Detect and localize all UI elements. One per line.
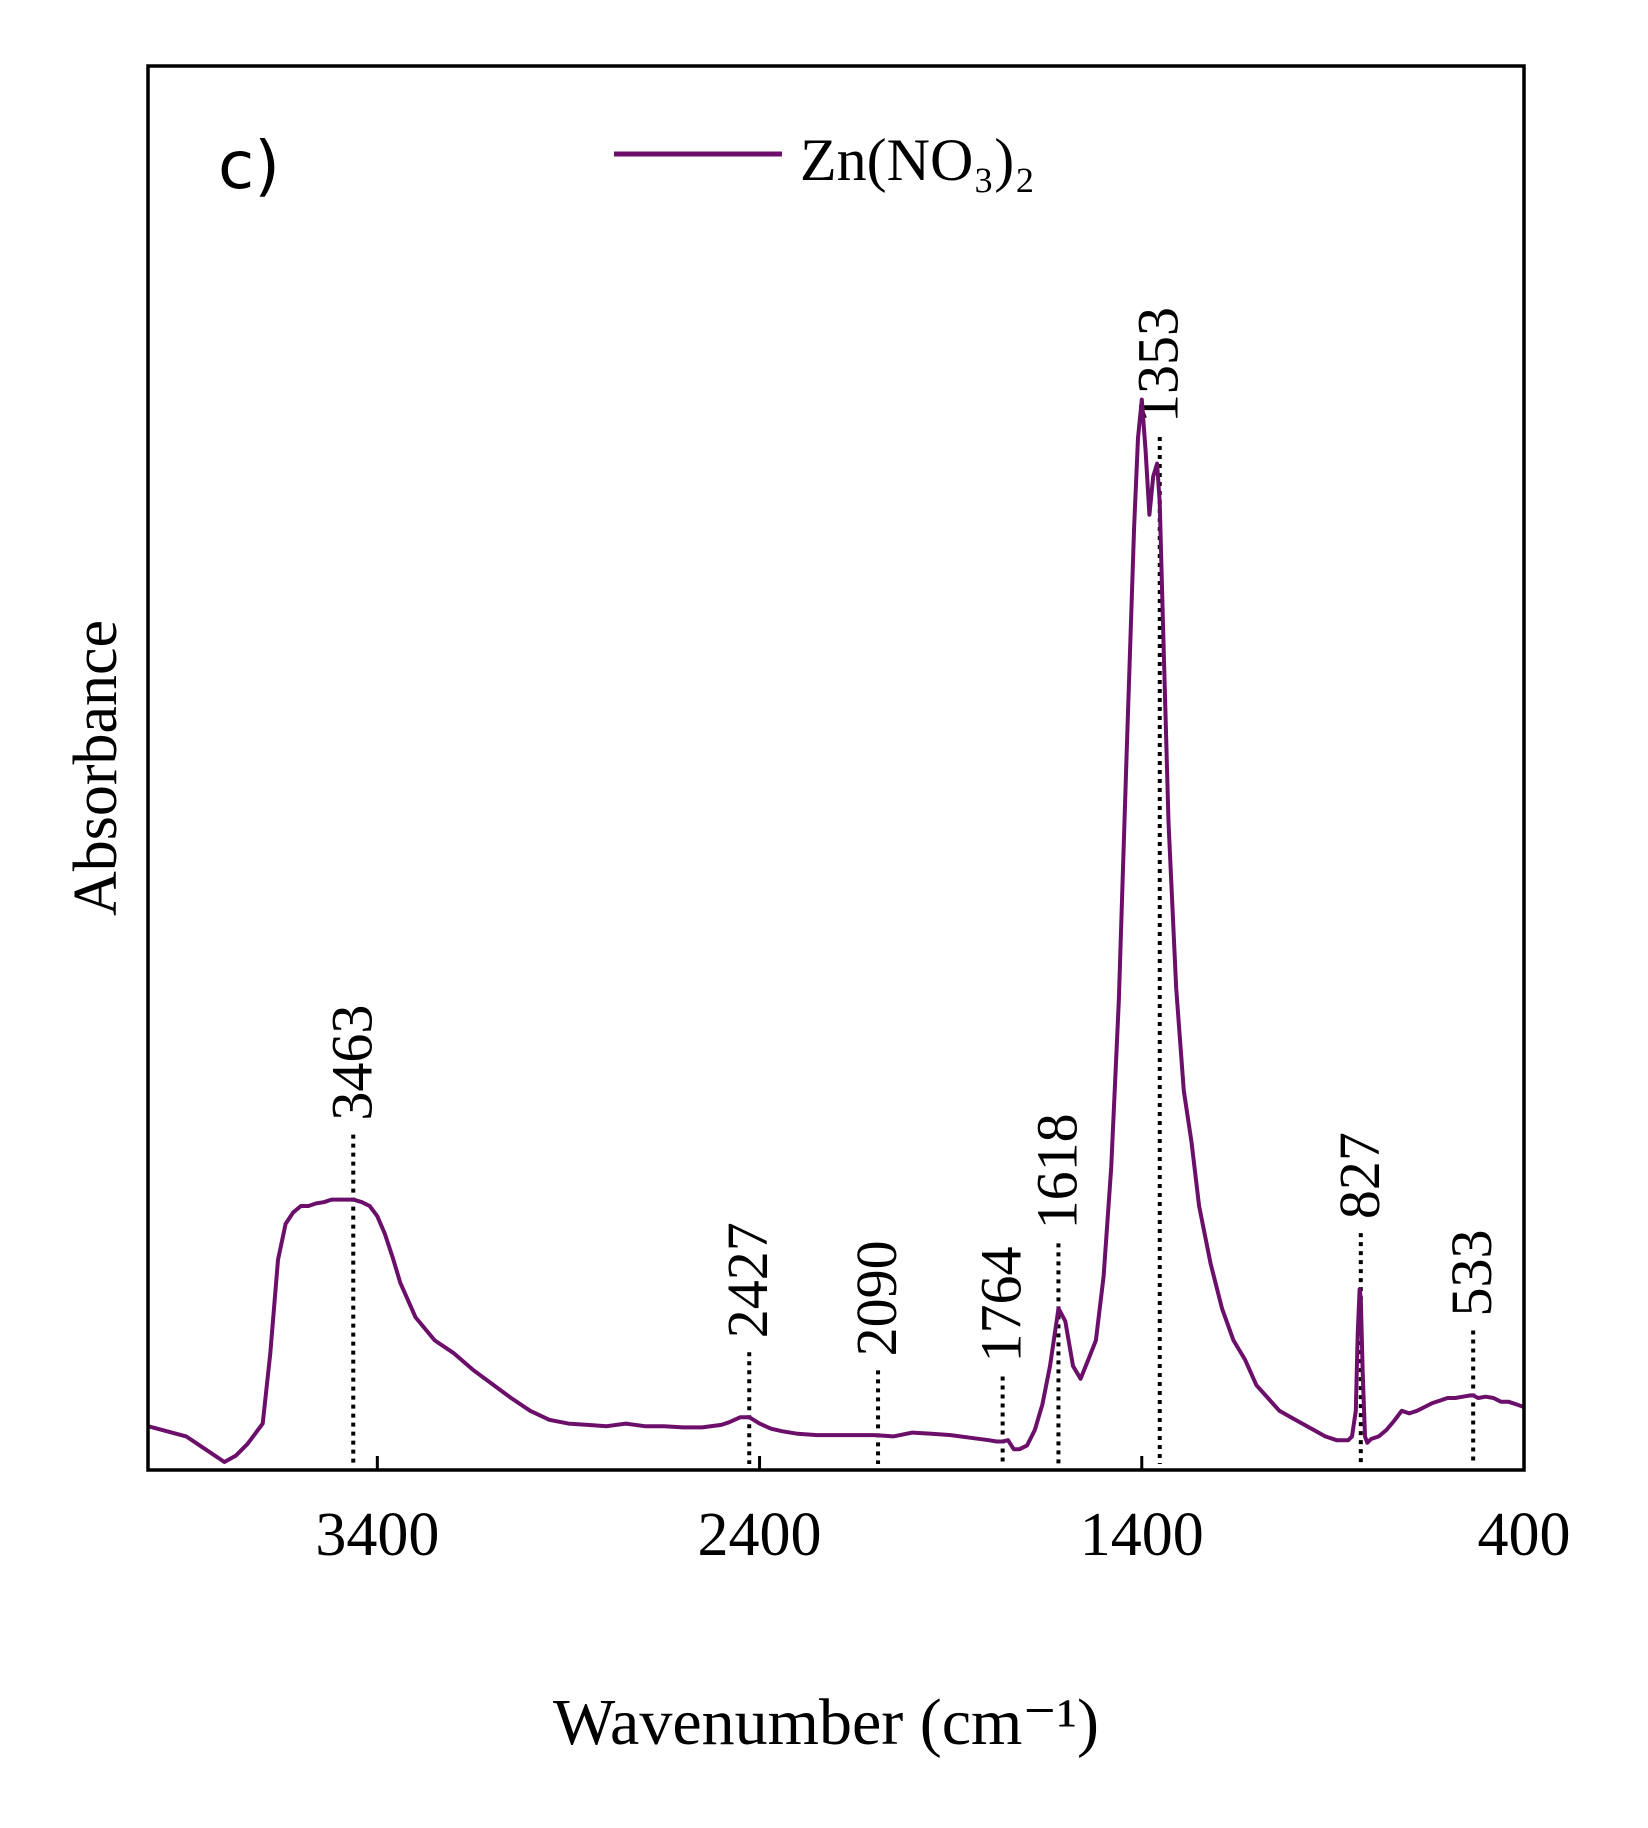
peak-1353-label: 1353 bbox=[1126, 307, 1191, 423]
peak-annotations: 3463 2427 2090 1764 1618 1353 827 533 bbox=[319, 307, 1504, 1464]
spectrum-line-zn-no3-2 bbox=[147, 397, 1525, 1464]
x-axis-ticks: 3400 2400 1400 400 bbox=[315, 1456, 1571, 1569]
y-axis-label: Absorbance bbox=[62, 620, 130, 916]
legend-label: Zn(NO₃)₂ bbox=[800, 127, 1035, 193]
peak-1618-label: 1618 bbox=[1024, 1113, 1089, 1229]
peak-827-label: 827 bbox=[1327, 1132, 1392, 1219]
peak-533-label: 533 bbox=[1439, 1229, 1504, 1316]
panel-label: c) bbox=[218, 127, 280, 204]
x-tick-label-2400: 2400 bbox=[698, 1501, 822, 1569]
legend: Zn(NO₃)₂ bbox=[614, 127, 1035, 193]
peak-2090-label: 2090 bbox=[844, 1240, 909, 1356]
x-axis-label: Wavenumber (cm⁻¹) bbox=[553, 1686, 1099, 1759]
peak-3463-label: 3463 bbox=[319, 1005, 384, 1121]
plot-frame bbox=[146, 64, 1526, 1472]
x-tick-label-400: 400 bbox=[1478, 1501, 1571, 1569]
peak-1764-label: 1764 bbox=[969, 1247, 1034, 1363]
x-tick-label-3400: 3400 bbox=[315, 1501, 439, 1569]
peak-2427-label: 2427 bbox=[715, 1222, 780, 1338]
x-tick-label-1400: 1400 bbox=[1080, 1501, 1204, 1569]
